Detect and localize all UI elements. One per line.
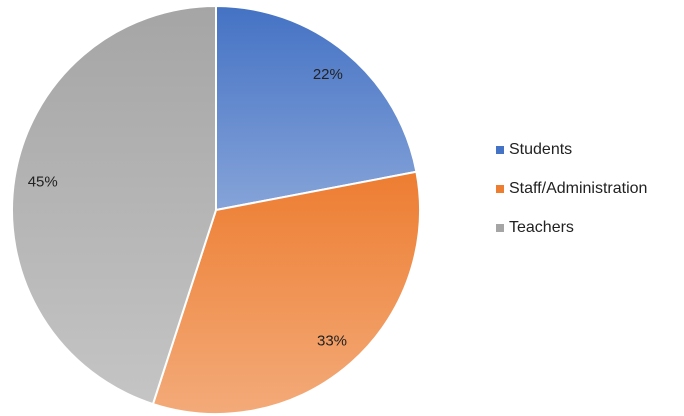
data-label: 33% bbox=[317, 333, 347, 350]
pie-slice bbox=[215, 4, 418, 212]
pie-slice bbox=[151, 170, 421, 415]
legend-label: Staff/Administration bbox=[509, 180, 647, 197]
legend-swatch bbox=[496, 185, 504, 193]
pie-slice bbox=[11, 4, 217, 406]
legend-label: Students bbox=[509, 141, 572, 158]
data-label: 22% bbox=[313, 66, 343, 83]
legend-swatch bbox=[496, 146, 504, 154]
legend-label: Teachers bbox=[509, 219, 574, 236]
data-label: 45% bbox=[28, 174, 58, 191]
legend-swatch bbox=[496, 224, 504, 232]
